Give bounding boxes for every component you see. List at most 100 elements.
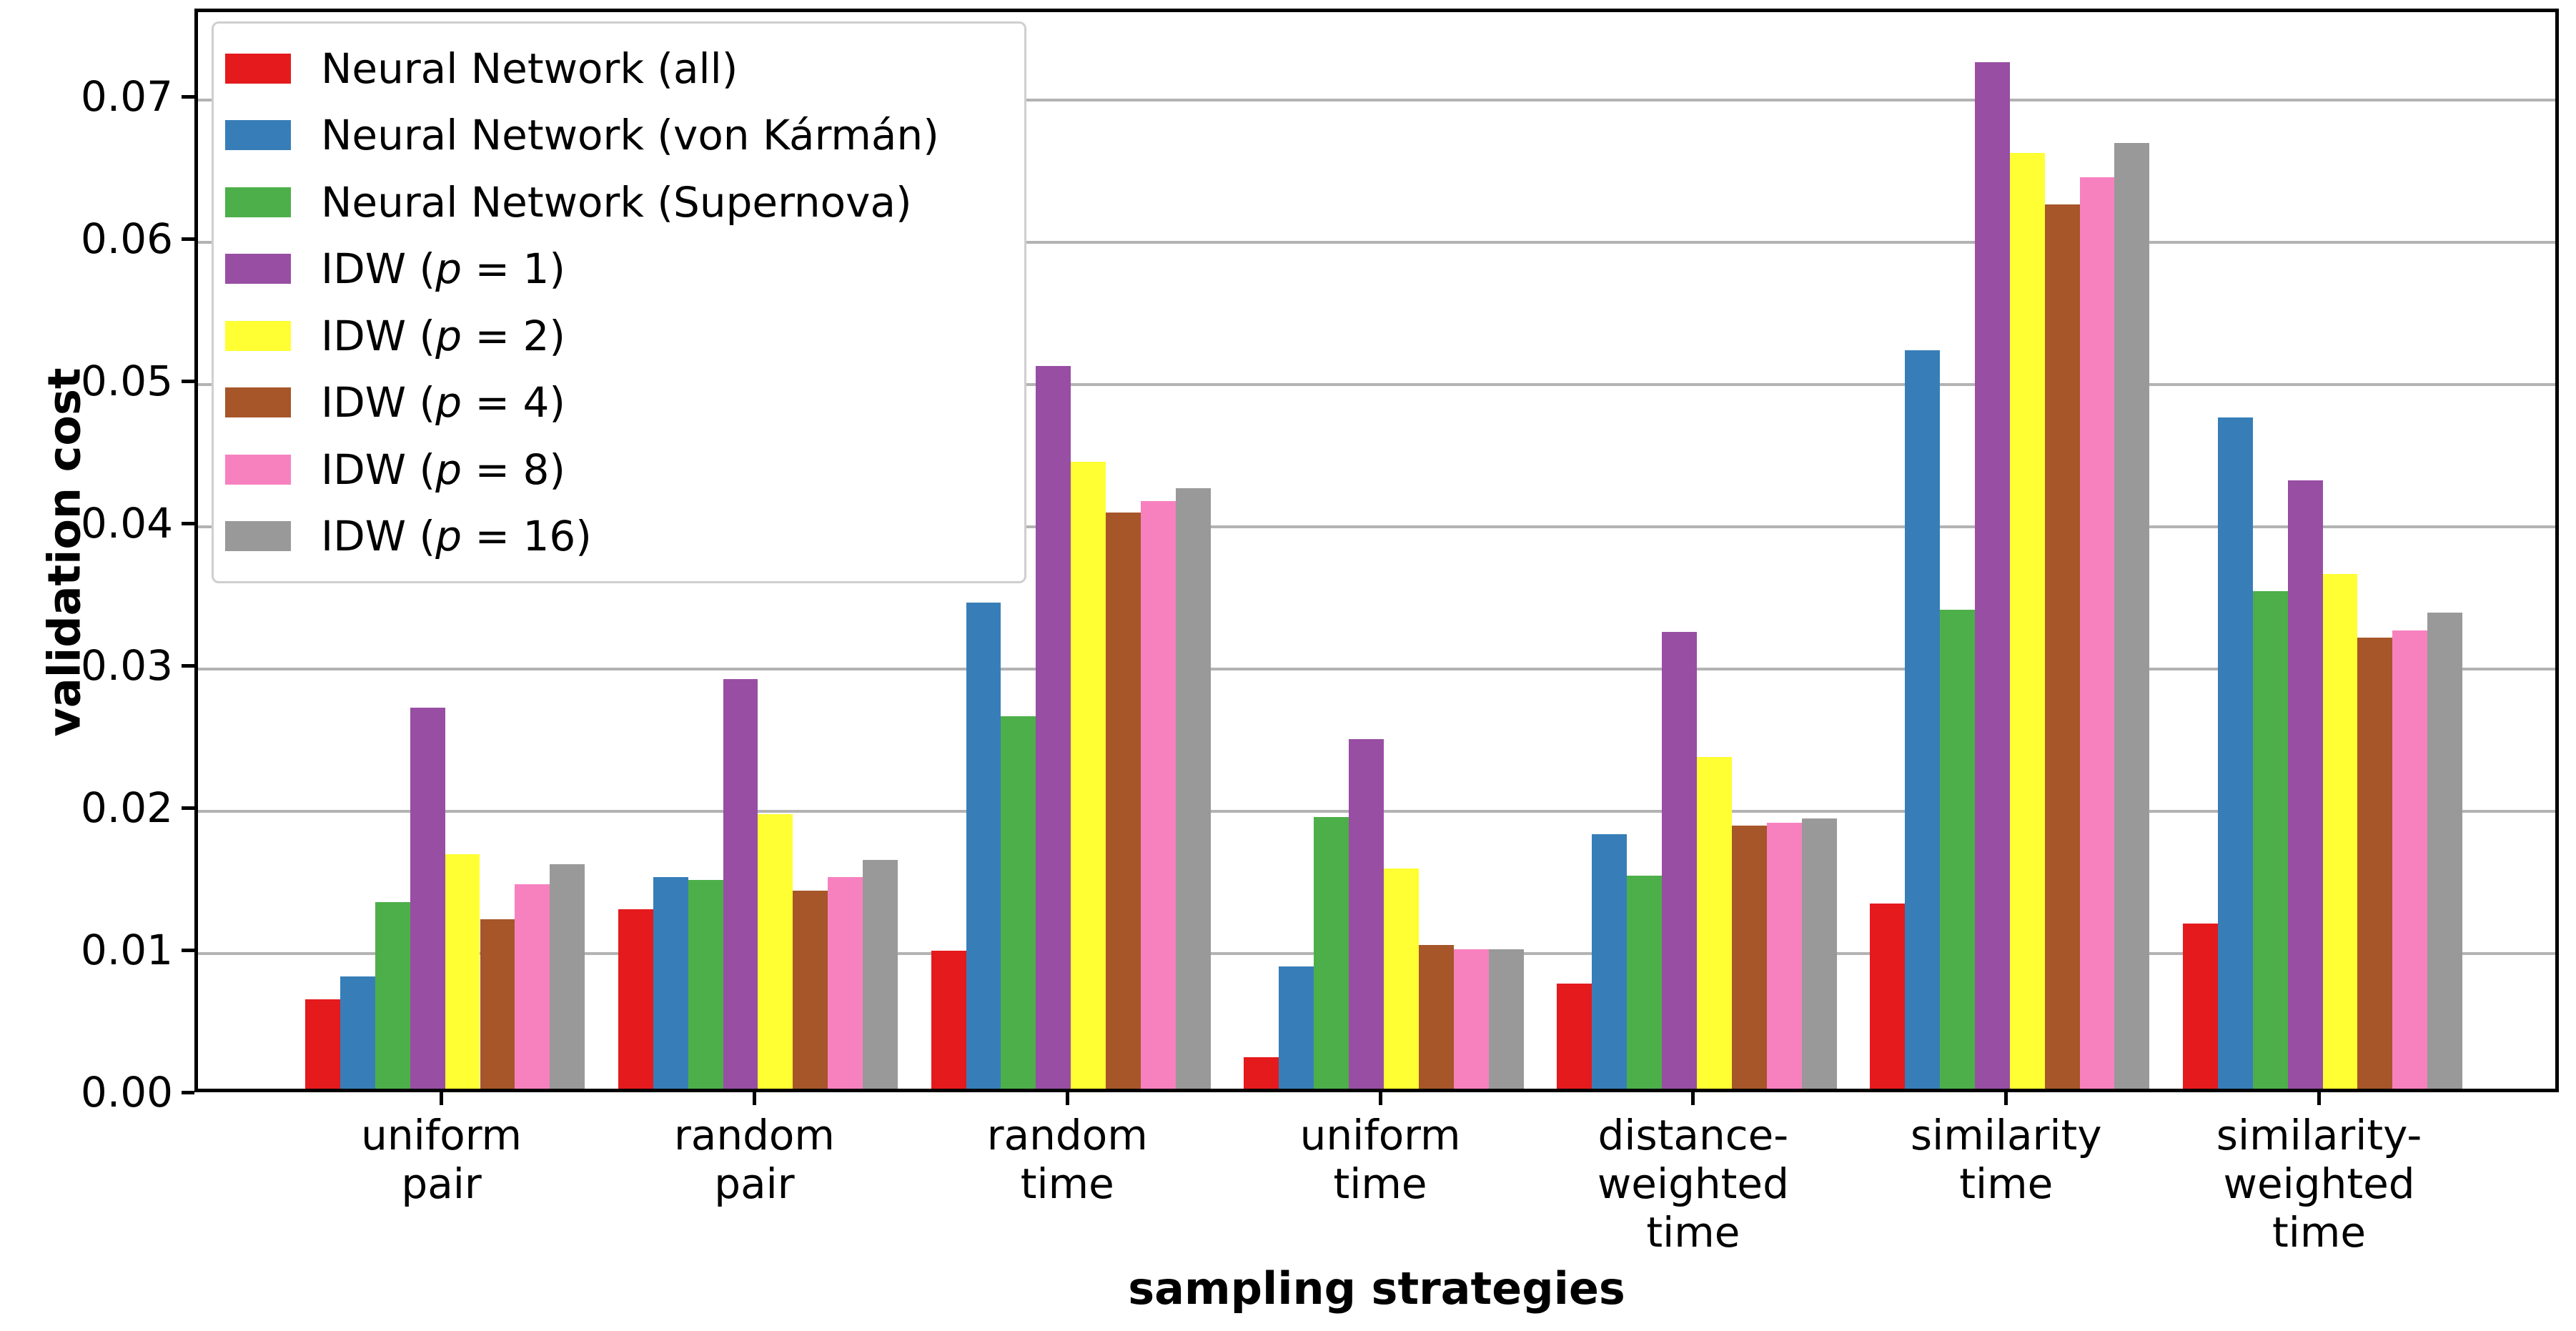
plot-area — [194, 9, 2559, 1092]
y-tick-label: 0.03 — [80, 641, 173, 691]
x-tick-label: distance-weighted time — [1597, 1111, 1789, 1257]
legend-swatch — [225, 187, 291, 217]
x-tick-label: random pair — [673, 1111, 835, 1208]
legend-swatch — [225, 454, 291, 485]
legend-item: IDW (p = 1) — [214, 244, 1024, 293]
bar-neural-network-supernova--cat6 — [2252, 590, 2288, 1089]
y-tick-mark — [182, 806, 194, 811]
x-tick-mark — [2317, 1092, 2322, 1105]
bar-idw-p-16--cat5 — [2114, 142, 2150, 1089]
bar-neural-network-von-k-rm-n--cat2 — [966, 602, 1001, 1089]
bar-idw-p-8--cat4 — [1766, 822, 1802, 1089]
y-tick-label: 0.04 — [80, 499, 173, 548]
bar-idw-p-8--cat0 — [515, 884, 550, 1089]
bar-idw-p-8--cat6 — [2392, 630, 2428, 1089]
legend-item: IDW (p = 16) — [214, 512, 1024, 560]
x-tick-label: uniform pair — [361, 1111, 522, 1208]
bar-idw-p-8--cat2 — [1141, 501, 1176, 1089]
legend-swatch — [225, 387, 291, 418]
gridline — [198, 668, 2555, 671]
y-tick-label: 0.06 — [80, 214, 173, 264]
bar-idw-p-1--cat5 — [1974, 61, 2010, 1089]
legend-item: Neural Network (Supernova) — [214, 178, 1024, 227]
legend-item: Neural Network (all) — [214, 44, 1024, 93]
bar-neural-network-von-k-rm-n--cat4 — [1592, 833, 1628, 1089]
x-tick-mark — [1065, 1092, 1069, 1105]
bar-idw-p-4--cat2 — [1106, 513, 1141, 1089]
y-tick-mark — [182, 1091, 194, 1094]
y-tick-mark — [182, 522, 194, 526]
bar-idw-p-2--cat1 — [758, 814, 793, 1089]
bar-neural-network-supernova--cat2 — [1001, 716, 1036, 1089]
bar-idw-p-16--cat4 — [1801, 818, 1837, 1089]
legend-swatch — [225, 320, 291, 351]
bar-neural-network-von-k-rm-n--cat0 — [340, 976, 375, 1089]
y-tick-mark — [182, 664, 194, 668]
bar-idw-p-8--cat1 — [828, 876, 863, 1089]
y-tick-label: 0.02 — [80, 783, 173, 833]
bar-idw-p-4--cat3 — [1418, 945, 1454, 1089]
bar-neural-network-all--cat0 — [305, 999, 340, 1089]
bar-idw-p-4--cat5 — [2044, 204, 2080, 1089]
x-tick-mark — [1691, 1092, 1695, 1105]
bar-neural-network-all--cat3 — [1244, 1057, 1279, 1089]
bar-idw-p-4--cat4 — [1731, 825, 1767, 1089]
bar-neural-network-supernova--cat3 — [1314, 817, 1349, 1089]
gridline — [198, 525, 2555, 529]
bar-neural-network-supernova--cat1 — [688, 879, 723, 1089]
bar-idw-p-1--cat6 — [2287, 480, 2323, 1089]
bar-idw-p-2--cat3 — [1384, 868, 1419, 1089]
x-tick-label: similarity time — [1910, 1111, 2102, 1208]
x-axis-title: sampling strategies — [1128, 1262, 1625, 1315]
bar-idw-p-16--cat3 — [1488, 949, 1524, 1089]
bar-idw-p-1--cat2 — [1036, 366, 1071, 1089]
bar-neural-network-supernova--cat5 — [1939, 609, 1975, 1089]
legend-label: IDW (p = 8) — [321, 445, 566, 494]
bar-neural-network-all--cat5 — [1870, 904, 1906, 1089]
legend-swatch — [225, 53, 291, 84]
bar-idw-p-1--cat1 — [723, 679, 758, 1089]
gridline — [198, 241, 2555, 244]
bar-neural-network-von-k-rm-n--cat6 — [2217, 417, 2253, 1089]
bar-idw-p-8--cat3 — [1453, 949, 1489, 1089]
legend-label: IDW (p = 1) — [321, 244, 566, 294]
legend-label: IDW (p = 16) — [321, 512, 592, 561]
x-tick-mark — [440, 1092, 444, 1105]
y-tick-label: 0.01 — [80, 926, 173, 975]
bar-neural-network-all--cat4 — [1557, 983, 1592, 1089]
bar-idw-p-1--cat3 — [1349, 738, 1384, 1089]
y-tick-mark — [182, 95, 194, 99]
y-tick-mark — [182, 949, 194, 953]
bar-idw-p-4--cat0 — [480, 919, 515, 1089]
bar-idw-p-2--cat5 — [2009, 152, 2045, 1089]
bar-idw-p-1--cat4 — [1662, 632, 1697, 1089]
y-tick-label: 0.00 — [80, 1068, 173, 1117]
bar-neural-network-supernova--cat0 — [375, 902, 410, 1089]
bar-neural-network-all--cat1 — [618, 909, 653, 1089]
bar-idw-p-8--cat5 — [2079, 177, 2115, 1089]
legend-label: Neural Network (von Kármán) — [321, 111, 939, 160]
gridline — [198, 99, 2555, 102]
y-axis-title: validation cost — [38, 367, 91, 737]
bar-idw-p-2--cat2 — [1071, 461, 1106, 1089]
y-tick-label: 0.05 — [80, 357, 173, 406]
legend-swatch — [225, 521, 291, 552]
x-tick-label: uniform time — [1299, 1111, 1461, 1208]
y-tick-label: 0.07 — [80, 72, 173, 122]
bar-idw-p-1--cat0 — [410, 707, 445, 1089]
gridline — [198, 383, 2555, 387]
legend-label: IDW (p = 4) — [321, 378, 566, 427]
bar-neural-network-supernova--cat4 — [1627, 875, 1662, 1089]
bar-neural-network-von-k-rm-n--cat3 — [1279, 966, 1314, 1089]
x-tick-label: random time — [986, 1111, 1148, 1208]
legend-label: IDW (p = 2) — [321, 311, 566, 360]
bar-idw-p-16--cat2 — [1175, 488, 1211, 1089]
y-tick-mark — [182, 237, 194, 242]
bar-neural-network-all--cat6 — [2182, 924, 2218, 1089]
bar-idw-p-16--cat6 — [2427, 612, 2463, 1089]
x-tick-mark — [752, 1092, 756, 1105]
x-tick-mark — [1378, 1092, 1382, 1105]
legend-swatch — [225, 120, 291, 151]
x-tick-mark — [2004, 1092, 2008, 1105]
